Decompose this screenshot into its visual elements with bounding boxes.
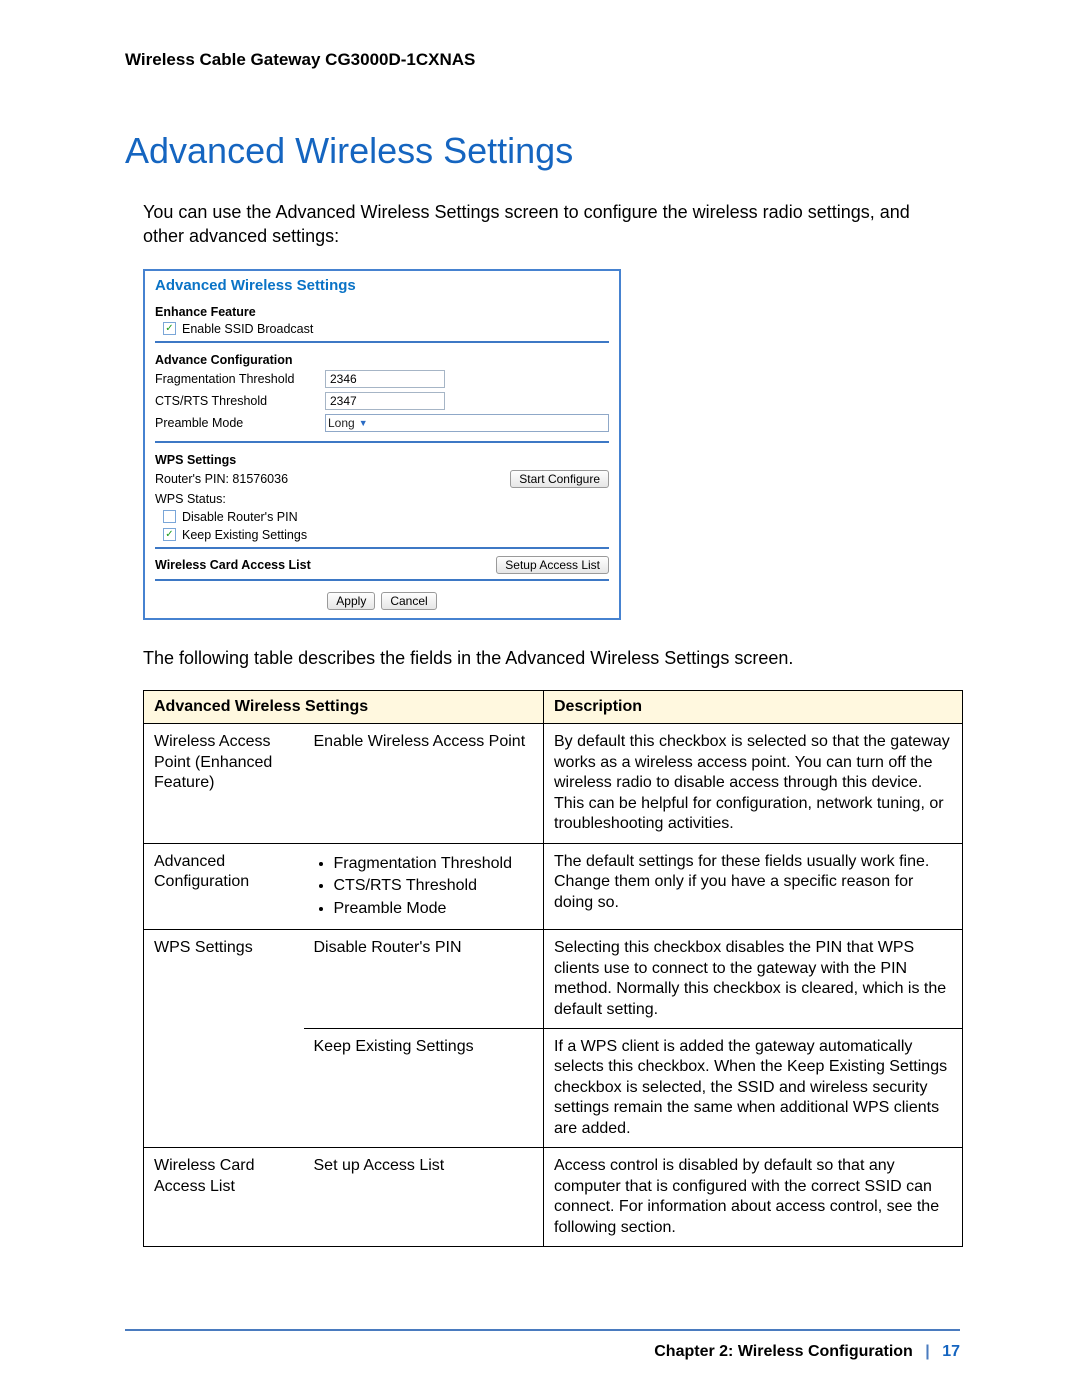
divider: [155, 579, 609, 581]
table-row: If a WPS client is added the gateway aut…: [544, 1028, 963, 1147]
intro-paragraph: You can use the Advanced Wireless Settin…: [125, 200, 960, 249]
setup-access-list-button[interactable]: Setup Access List: [496, 556, 609, 574]
list-item: Fragmentation Threshold: [334, 854, 534, 874]
footer-chapter: Chapter 2: Wireless Configuration: [654, 1343, 913, 1360]
table-header-settings: Advanced Wireless Settings: [144, 690, 544, 723]
footer-separator: |: [917, 1343, 937, 1360]
chevron-down-icon: ▼: [359, 418, 368, 428]
mid-paragraph: The following table describes the fields…: [125, 646, 960, 670]
cts-threshold-label: CTS/RTS Threshold: [155, 394, 325, 408]
table-row: Advanced Configuration: [144, 843, 304, 929]
start-configure-button[interactable]: Start Configure: [510, 470, 609, 488]
table-row: Wireless Card Access List: [144, 1148, 304, 1247]
table-row: Fragmentation Threshold CTS/RTS Threshol…: [304, 843, 544, 929]
section-title: Advanced Wireless Settings: [125, 130, 960, 172]
table-row: Set up Access List: [304, 1148, 544, 1247]
divider: [155, 441, 609, 443]
table-row: Wireless Access Point (Enhanced Feature): [144, 724, 304, 843]
disable-pin-checkbox[interactable]: [163, 510, 176, 523]
divider: [155, 341, 609, 343]
frag-threshold-input[interactable]: [325, 370, 445, 388]
table-row: WPS Settings: [144, 930, 304, 1029]
frag-threshold-label: Fragmentation Threshold: [155, 372, 325, 386]
cts-threshold-input[interactable]: [325, 392, 445, 410]
advance-config-label: Advance Configuration: [145, 346, 619, 368]
page-footer: Chapter 2: Wireless Configuration | 17: [654, 1343, 960, 1361]
divider: [155, 547, 609, 549]
footer-page-number: 17: [942, 1343, 960, 1360]
ssid-broadcast-checkbox[interactable]: ✓: [163, 322, 176, 335]
table-row: By default this checkbox is selected so …: [544, 724, 963, 843]
wireless-card-access-label: Wireless Card Access List: [155, 558, 311, 572]
document-header: Wireless Cable Gateway CG3000D-1CXNAS: [125, 50, 960, 70]
table-row: Keep Existing Settings: [304, 1028, 544, 1147]
keep-settings-label: Keep Existing Settings: [182, 528, 307, 542]
router-pin-label: Router's PIN: 81576036: [155, 472, 288, 486]
table-header-description: Description: [544, 690, 963, 723]
disable-pin-label: Disable Router's PIN: [182, 510, 298, 524]
preamble-value: Long: [328, 416, 355, 430]
table-row: Disable Router's PIN: [304, 930, 544, 1029]
keep-settings-checkbox[interactable]: ✓: [163, 528, 176, 541]
panel-title: Advanced Wireless Settings: [145, 271, 619, 298]
settings-panel: Advanced Wireless Settings Enhance Featu…: [143, 269, 621, 620]
wps-settings-label: WPS Settings: [145, 446, 619, 468]
cancel-button[interactable]: Cancel: [381, 592, 436, 610]
table-row: The default settings for these fields us…: [544, 843, 963, 929]
list-item: CTS/RTS Threshold: [334, 876, 534, 896]
enhance-feature-label: Enhance Feature: [145, 298, 619, 320]
preamble-label: Preamble Mode: [155, 416, 325, 430]
description-table: Advanced Wireless Settings Description W…: [143, 690, 963, 1247]
apply-button[interactable]: Apply: [327, 592, 375, 610]
wps-status-label: WPS Status:: [145, 490, 619, 508]
footer-rule: [125, 1329, 960, 1331]
table-row: Enable Wireless Access Point: [304, 724, 544, 843]
table-row: [144, 1028, 304, 1147]
ssid-broadcast-label: Enable SSID Broadcast: [182, 322, 313, 336]
table-row: Selecting this checkbox disables the PIN…: [544, 930, 963, 1029]
preamble-select[interactable]: Long ▼: [325, 414, 609, 432]
table-row: Access control is disabled by default so…: [544, 1148, 963, 1247]
list-item: Preamble Mode: [334, 899, 534, 919]
